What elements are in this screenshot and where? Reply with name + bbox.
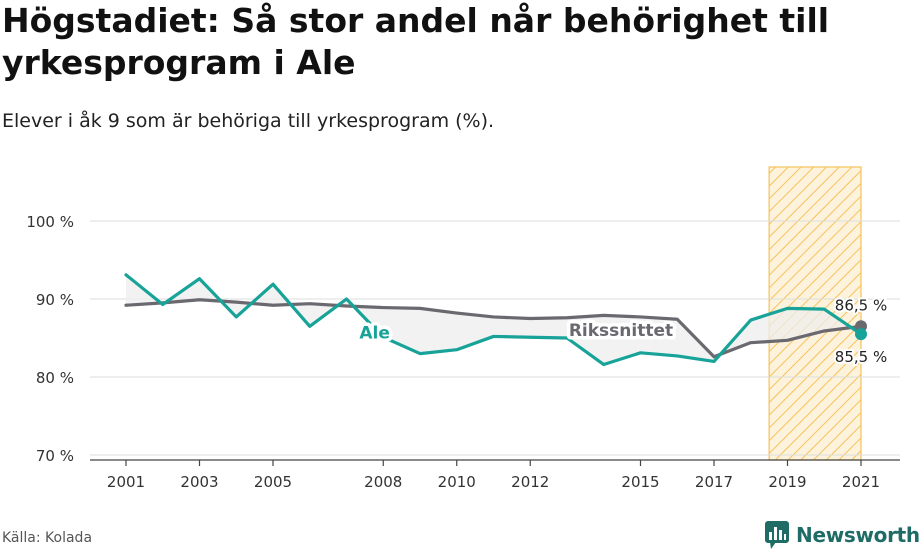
end-label-rikssnittet: 86,5 % [835, 296, 887, 314]
x-tick-label-2015: 2015 [621, 473, 659, 491]
end-point-ale [855, 328, 867, 341]
x-tick-label-2010: 2010 [438, 473, 476, 491]
source-note: Källa: Kolada [2, 530, 93, 546]
x-tick-label-2017: 2017 [695, 473, 733, 491]
y-tick-label-70: 70 % [36, 447, 74, 465]
y-tick-label-80: 80 % [36, 369, 74, 387]
series-label-rikssnittet: Rikssnittet [569, 321, 673, 341]
x-tick-label-2005: 2005 [254, 473, 292, 491]
x-tick-label-2008: 2008 [364, 473, 402, 491]
series-label-ale: Ale [359, 324, 390, 344]
series-line-rikssnittet [124, 298, 863, 359]
chart-title: Högstadiet: Så stor andel når behörighet… [2, 1, 830, 82]
x-tick-label-2019: 2019 [768, 473, 806, 491]
x-tick-label-2012: 2012 [511, 473, 549, 491]
y-tick-label-100: 100 % [26, 213, 74, 231]
series-line-ale [124, 273, 863, 367]
newsworthy-logo-text: Newsworthy [796, 523, 920, 547]
x-tick-label-2001: 2001 [107, 473, 145, 491]
end-label-ale: 85,5 % [835, 348, 887, 366]
x-tick-label-2021: 2021 [842, 473, 880, 491]
x-tick-label-2003: 2003 [180, 473, 218, 491]
y-tick-label-90: 90 % [36, 291, 74, 309]
series-gap-area [126, 274, 861, 365]
newsworthy-logo-icon [765, 521, 789, 549]
chart-subtitle: Elever i åk 9 som är behöriga till yrkes… [2, 110, 495, 132]
newsworthy-logo: Newsworthy [764, 520, 920, 550]
